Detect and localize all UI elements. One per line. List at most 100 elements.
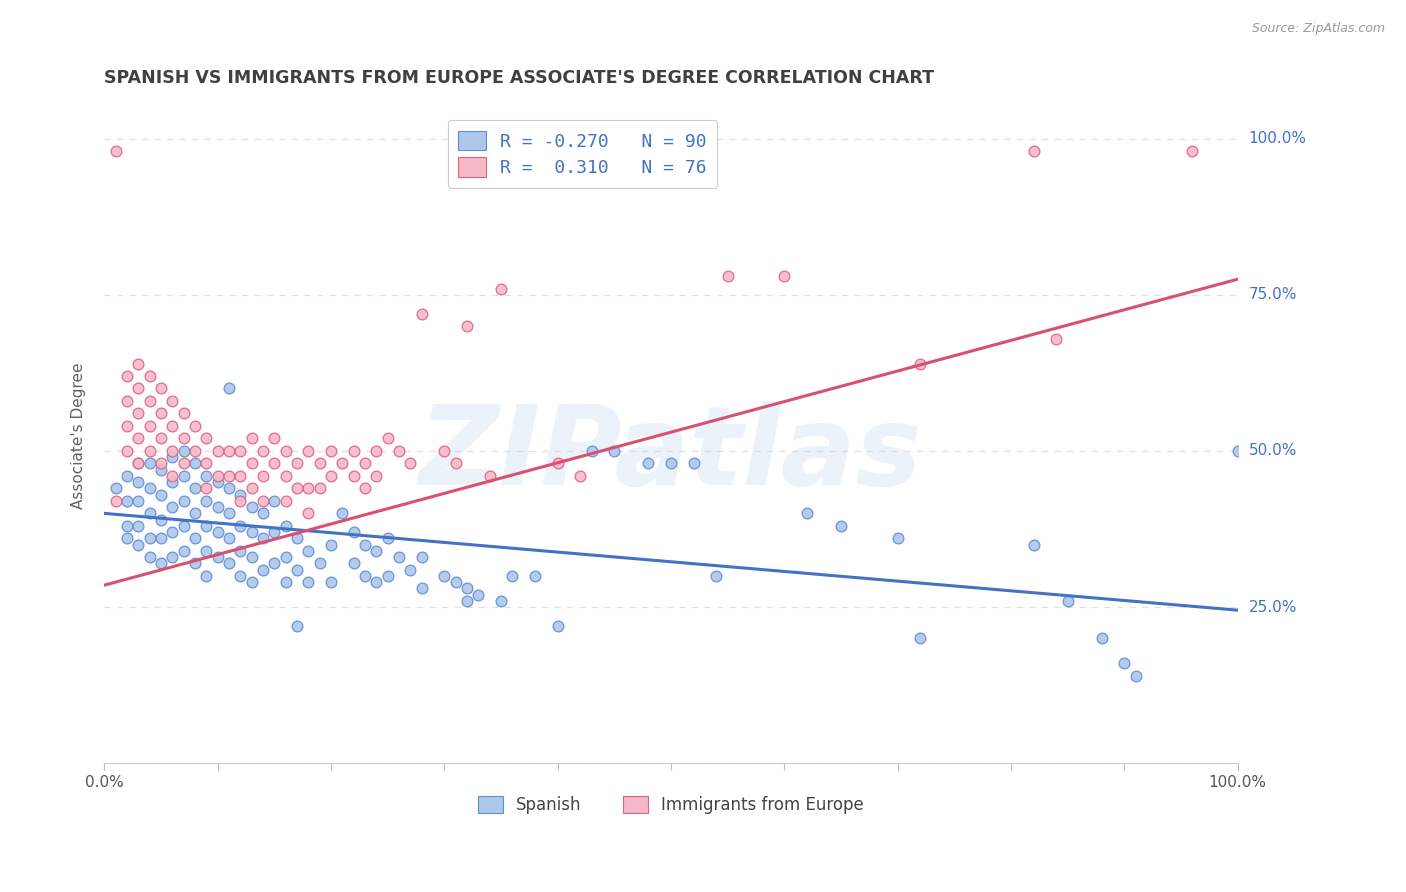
Point [207,475,229,490]
Point [138,457,160,471]
Point [342,557,364,571]
Point [682,457,704,471]
Point [456,594,478,608]
Point [149,532,172,546]
Point [229,494,252,508]
Point [195,519,218,533]
Point [104,482,127,496]
Point [297,482,319,496]
Point [149,407,172,421]
Point [240,432,263,446]
Point [908,632,931,646]
Point [173,407,195,421]
Point [173,544,195,558]
Point [138,394,160,409]
Point [366,444,388,458]
Point [489,282,512,296]
Point [162,475,184,490]
Point [207,469,229,483]
Point [1022,538,1045,552]
Point [115,394,138,409]
Point [366,469,388,483]
Point [173,457,195,471]
Point [252,444,274,458]
Point [704,569,727,583]
Point [523,569,546,583]
Point [388,444,411,458]
Point [274,575,297,590]
Point [115,469,138,483]
Point [149,463,172,477]
Text: 100.0%: 100.0% [1249,131,1306,146]
Point [184,507,207,521]
Point [149,432,172,446]
Point [399,457,422,471]
Point [319,538,342,552]
Point [342,444,364,458]
Point [195,544,218,558]
Point [274,550,297,565]
Point [319,575,342,590]
Point [127,432,149,446]
Point [1022,145,1045,159]
Point [377,532,399,546]
Point [297,575,319,590]
Legend: Spanish, Immigrants from Europe: Spanish, Immigrants from Europe [471,789,870,821]
Point [149,457,172,471]
Point [263,557,285,571]
Point [1114,657,1136,671]
Point [162,469,184,483]
Point [162,450,184,465]
Point [207,444,229,458]
Point [173,494,195,508]
Point [173,519,195,533]
Point [240,457,263,471]
Point [411,307,433,321]
Point [162,444,184,458]
Point [263,494,285,508]
Point [138,419,160,434]
Point [1045,332,1067,346]
Point [773,269,796,284]
Point [218,507,240,521]
Point [330,507,353,521]
Text: 25.0%: 25.0% [1249,599,1296,615]
Point [252,532,274,546]
Point [547,457,569,471]
Point [399,563,422,577]
Point [104,494,127,508]
Point [218,469,240,483]
Point [240,482,263,496]
Point [263,432,285,446]
Point [342,469,364,483]
Text: 50.0%: 50.0% [1249,443,1296,458]
Point [127,538,149,552]
Point [411,550,433,565]
Point [115,494,138,508]
Point [1181,145,1204,159]
Point [115,532,138,546]
Point [330,457,353,471]
Point [127,475,149,490]
Point [127,494,149,508]
Point [162,500,184,515]
Point [263,525,285,540]
Point [195,432,218,446]
Point [184,419,207,434]
Point [127,382,149,396]
Point [319,469,342,483]
Point [162,419,184,434]
Point [467,588,489,602]
Point [195,569,218,583]
Point [354,457,377,471]
Point [354,538,377,552]
Point [127,407,149,421]
Point [207,550,229,565]
Y-axis label: Associate's Degree: Associate's Degree [72,362,86,508]
Point [207,525,229,540]
Point [297,544,319,558]
Point [886,532,908,546]
Point [162,394,184,409]
Point [285,457,308,471]
Point [149,557,172,571]
